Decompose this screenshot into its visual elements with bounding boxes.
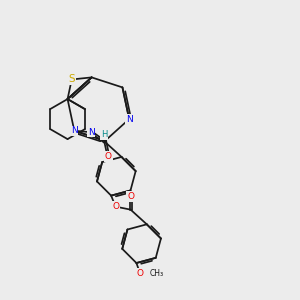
Text: S: S	[68, 74, 75, 85]
Text: N: N	[88, 128, 95, 137]
Text: H: H	[101, 130, 107, 140]
Text: O: O	[105, 152, 112, 161]
Text: O: O	[136, 268, 143, 278]
Text: O: O	[112, 202, 119, 211]
Text: N: N	[71, 126, 78, 135]
Text: CH₃: CH₃	[150, 269, 164, 278]
Text: O: O	[127, 192, 134, 201]
Text: N: N	[126, 115, 133, 124]
